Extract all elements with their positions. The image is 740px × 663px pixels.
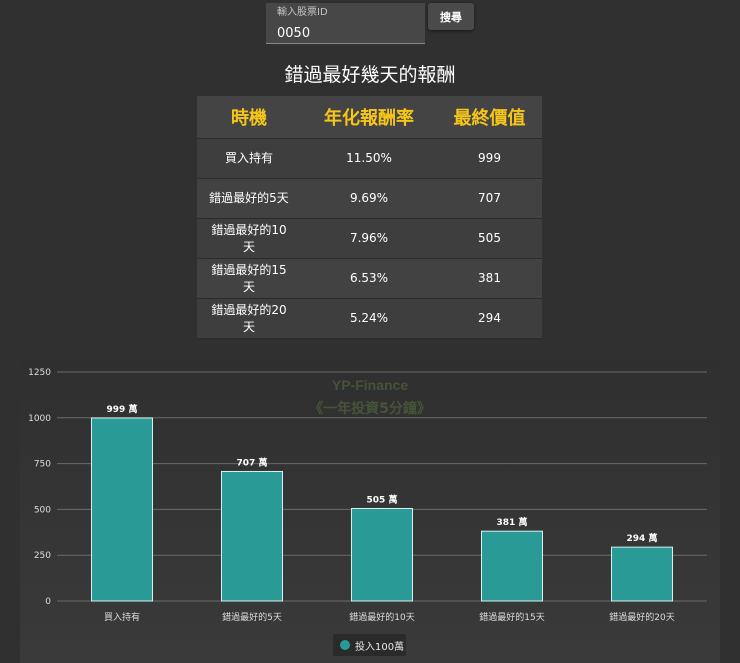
chart-legend[interactable]: 投入100萬 (333, 634, 406, 656)
y-tick-label: 250 (34, 551, 51, 561)
bar (481, 530, 543, 602)
bar (91, 417, 153, 602)
table-row: 錯過最好的5天 9.69% 707 (197, 178, 542, 219)
bar (611, 546, 673, 602)
y-tick-label: 500 (34, 505, 51, 515)
cell-timing: 錯過最好的5天 (197, 178, 301, 219)
cell-final-value: 381 (437, 258, 542, 299)
cell-timing: 錯過最好的20天 (197, 298, 301, 339)
watermark-subtitle: 《一年投資5分鐘》 (309, 400, 431, 417)
cell-timing: 買入持有 (197, 138, 301, 179)
y-tick-label: 750 (34, 460, 51, 470)
bar-data-label: 294 萬 (627, 532, 658, 544)
bar-chart-svg: 0 250 500 750 1000 1250 YP-Finance 《一年投資5分鐘》 999… (28, 368, 707, 623)
cell-annual-return: 7.96% (301, 218, 437, 259)
legend-swatch (340, 640, 350, 650)
returns-table: 時機 年化報酬率 最終價值 買入持有 11.50% 999 錯過最好的5天 9.… (197, 96, 542, 339)
bar-data-label: 999 萬 (107, 403, 138, 415)
cell-annual-return: 9.69% (301, 178, 437, 219)
watermark-title: YP-Finance (332, 377, 408, 393)
cell-annual-return: 5.24% (301, 298, 437, 339)
cell-annual-return: 6.53% (301, 258, 437, 299)
cell-annual-return: 11.50% (301, 138, 437, 179)
header-timing: 時機 (197, 96, 301, 139)
table-header-row: 時機 年化報酬率 最終價值 (197, 96, 542, 139)
table-row: 錯過最好的10天 7.96% 505 (197, 218, 542, 259)
stock-id-value[interactable]: 0050 (277, 26, 311, 41)
cell-timing: 錯過最好的10天 (197, 218, 301, 259)
x-tick-label: 錯過最好的5天 (222, 611, 282, 623)
bar-chart: 0 250 500 750 1000 1250 YP-Finance 《一年投資5分鐘》 999… (20, 360, 720, 663)
header-annual-return: 年化報酬率 (301, 96, 437, 139)
stock-id-label: 輸入股票ID (277, 7, 328, 18)
bar (351, 507, 413, 602)
legend-label: 投入100萬 (355, 641, 405, 653)
bar-data-label: 707 萬 (237, 456, 268, 468)
x-tick-label: 買入持有 (104, 611, 140, 623)
bar-data-label: 505 萬 (367, 493, 398, 505)
cell-final-value: 707 (437, 178, 542, 219)
bar (221, 470, 283, 602)
table-row: 買入持有 11.50% 999 (197, 138, 542, 179)
y-tick-label: 0 (45, 597, 51, 607)
stock-id-input[interactable]: 輸入股票ID 0050 (266, 3, 425, 44)
search-button[interactable]: 搜尋 (428, 3, 474, 30)
table-row: 錯過最好的20天 5.24% 294 (197, 298, 542, 339)
table-row: 錯過最好的15天 6.53% 381 (197, 258, 542, 299)
cell-final-value: 999 (437, 138, 542, 179)
y-tick-label: 1000 (28, 414, 51, 424)
y-tick-label: 1250 (28, 368, 51, 378)
x-tick-label: 錯過最好的20天 (609, 611, 674, 623)
bar-data-label: 381 萬 (497, 516, 528, 528)
cell-timing: 錯過最好的15天 (197, 258, 301, 299)
x-tick-label: 錯過最好的15天 (479, 611, 544, 623)
cell-final-value: 505 (437, 218, 542, 259)
header-final-value: 最終價值 (437, 96, 542, 139)
cell-final-value: 294 (437, 298, 542, 339)
page-title: 錯過最好幾天的報酬 (284, 64, 456, 86)
x-tick-label: 錯過最好的10天 (349, 611, 414, 623)
